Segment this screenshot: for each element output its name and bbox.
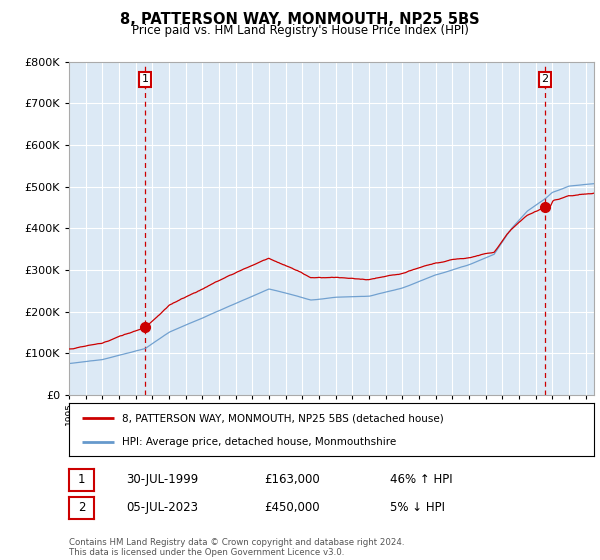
Text: 30-JUL-1999: 30-JUL-1999 xyxy=(126,473,198,487)
Text: Price paid vs. HM Land Registry's House Price Index (HPI): Price paid vs. HM Land Registry's House … xyxy=(131,24,469,36)
Text: HPI: Average price, detached house, Monmouthshire: HPI: Average price, detached house, Monm… xyxy=(121,436,396,446)
Text: 46% ↑ HPI: 46% ↑ HPI xyxy=(390,473,452,487)
Text: 1: 1 xyxy=(78,473,85,487)
Text: 05-JUL-2023: 05-JUL-2023 xyxy=(126,501,198,515)
Text: £450,000: £450,000 xyxy=(264,501,320,515)
Text: 2: 2 xyxy=(78,501,85,515)
Text: Contains HM Land Registry data © Crown copyright and database right 2024.
This d: Contains HM Land Registry data © Crown c… xyxy=(69,538,404,557)
Text: 1: 1 xyxy=(142,74,149,84)
Text: 5% ↓ HPI: 5% ↓ HPI xyxy=(390,501,445,515)
Text: £163,000: £163,000 xyxy=(264,473,320,487)
Text: 8, PATTERSON WAY, MONMOUTH, NP25 5BS: 8, PATTERSON WAY, MONMOUTH, NP25 5BS xyxy=(120,12,480,27)
Text: 8, PATTERSON WAY, MONMOUTH, NP25 5BS (detached house): 8, PATTERSON WAY, MONMOUTH, NP25 5BS (de… xyxy=(121,413,443,423)
Text: 2: 2 xyxy=(541,74,548,84)
